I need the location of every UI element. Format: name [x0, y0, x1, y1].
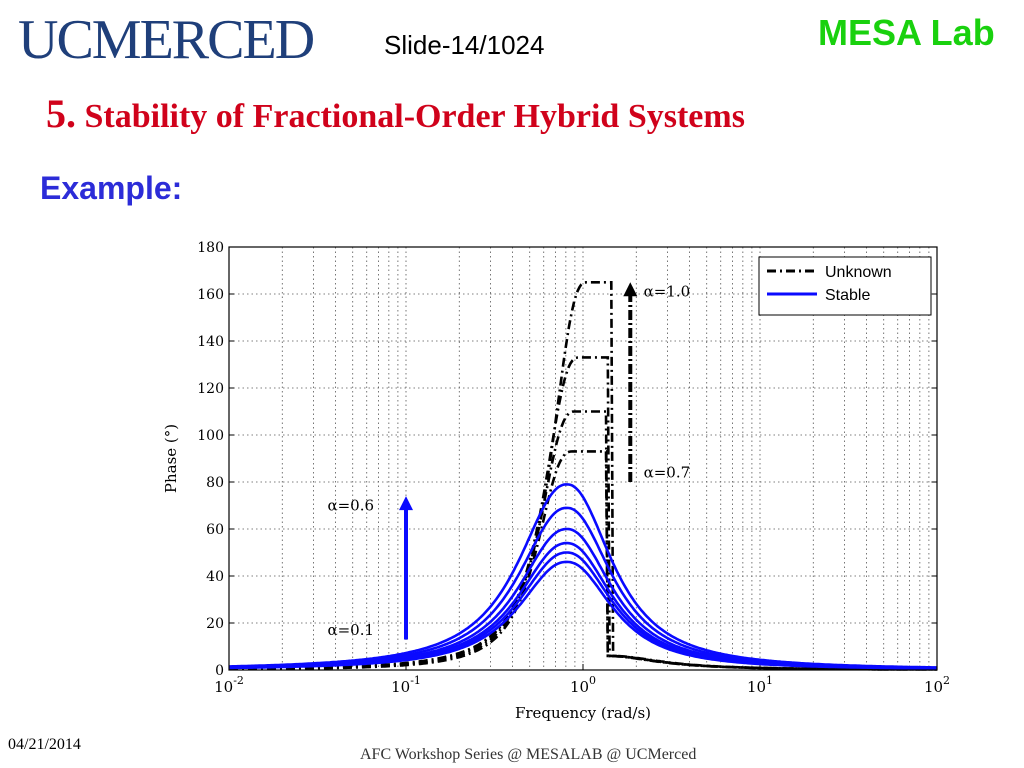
x-tick-label: 100	[570, 674, 596, 696]
ucmerced-logo: UCMERCED	[18, 9, 315, 71]
x-tick-label: 101	[747, 674, 773, 696]
annotation-arrow-head	[399, 496, 413, 511]
x-axis-label: Frequency (rad/s)	[515, 704, 651, 722]
y-tick-label: 120	[197, 381, 224, 397]
slide-title: 5. Stability of Fractional-Order Hybrid …	[46, 90, 745, 137]
x-tick-label: 10-2	[214, 674, 244, 696]
y-tick-label: 160	[197, 287, 224, 303]
annotation-label: α=1.0	[644, 283, 691, 301]
unknown-series-line	[229, 450, 937, 671]
y-tick-label: 80	[206, 475, 224, 491]
legend-label: Unknown	[825, 264, 892, 281]
y-axis-label: Phase (°)	[162, 424, 180, 493]
y-tick-label: 40	[206, 569, 224, 585]
footer-caption: AFC Workshop Series @ MESALAB @ UCMerced	[360, 746, 697, 763]
title-number: 5.	[46, 91, 76, 136]
title-text: Stability of Fractional-Order Hybrid Sys…	[84, 98, 745, 135]
plot-frame	[228, 246, 938, 671]
annotation-label: α=0.7	[644, 464, 691, 482]
y-tick-label: 60	[206, 522, 224, 538]
y-tick-label: 20	[206, 616, 224, 632]
x-tick-label: 10-1	[391, 674, 421, 696]
phase-frequency-chart: 0 20 40 60 80 100 120 140 160 180 10-2 10-1 100 101 10…	[162, 240, 950, 722]
y-tick-label: 0	[215, 663, 224, 679]
y-tick-label: 140	[197, 334, 224, 350]
footer-date: 04/21/2014	[8, 736, 81, 753]
annotation-arrow-head	[623, 282, 638, 297]
annotation-label: α=0.1	[327, 621, 374, 639]
y-tick-label: 180	[197, 240, 224, 256]
slide-number: Slide-14/1024	[384, 30, 545, 60]
legend-box	[758, 256, 932, 316]
example-heading: Example:	[40, 170, 183, 206]
y-tick-label: 100	[197, 428, 224, 444]
stable-series-line	[229, 560, 937, 670]
annotation-label: α=0.6	[327, 497, 374, 515]
mesa-lab-label: MESA Lab	[818, 12, 995, 53]
x-tick-label: 102	[924, 674, 950, 696]
legend-label: Stable	[825, 287, 870, 304]
